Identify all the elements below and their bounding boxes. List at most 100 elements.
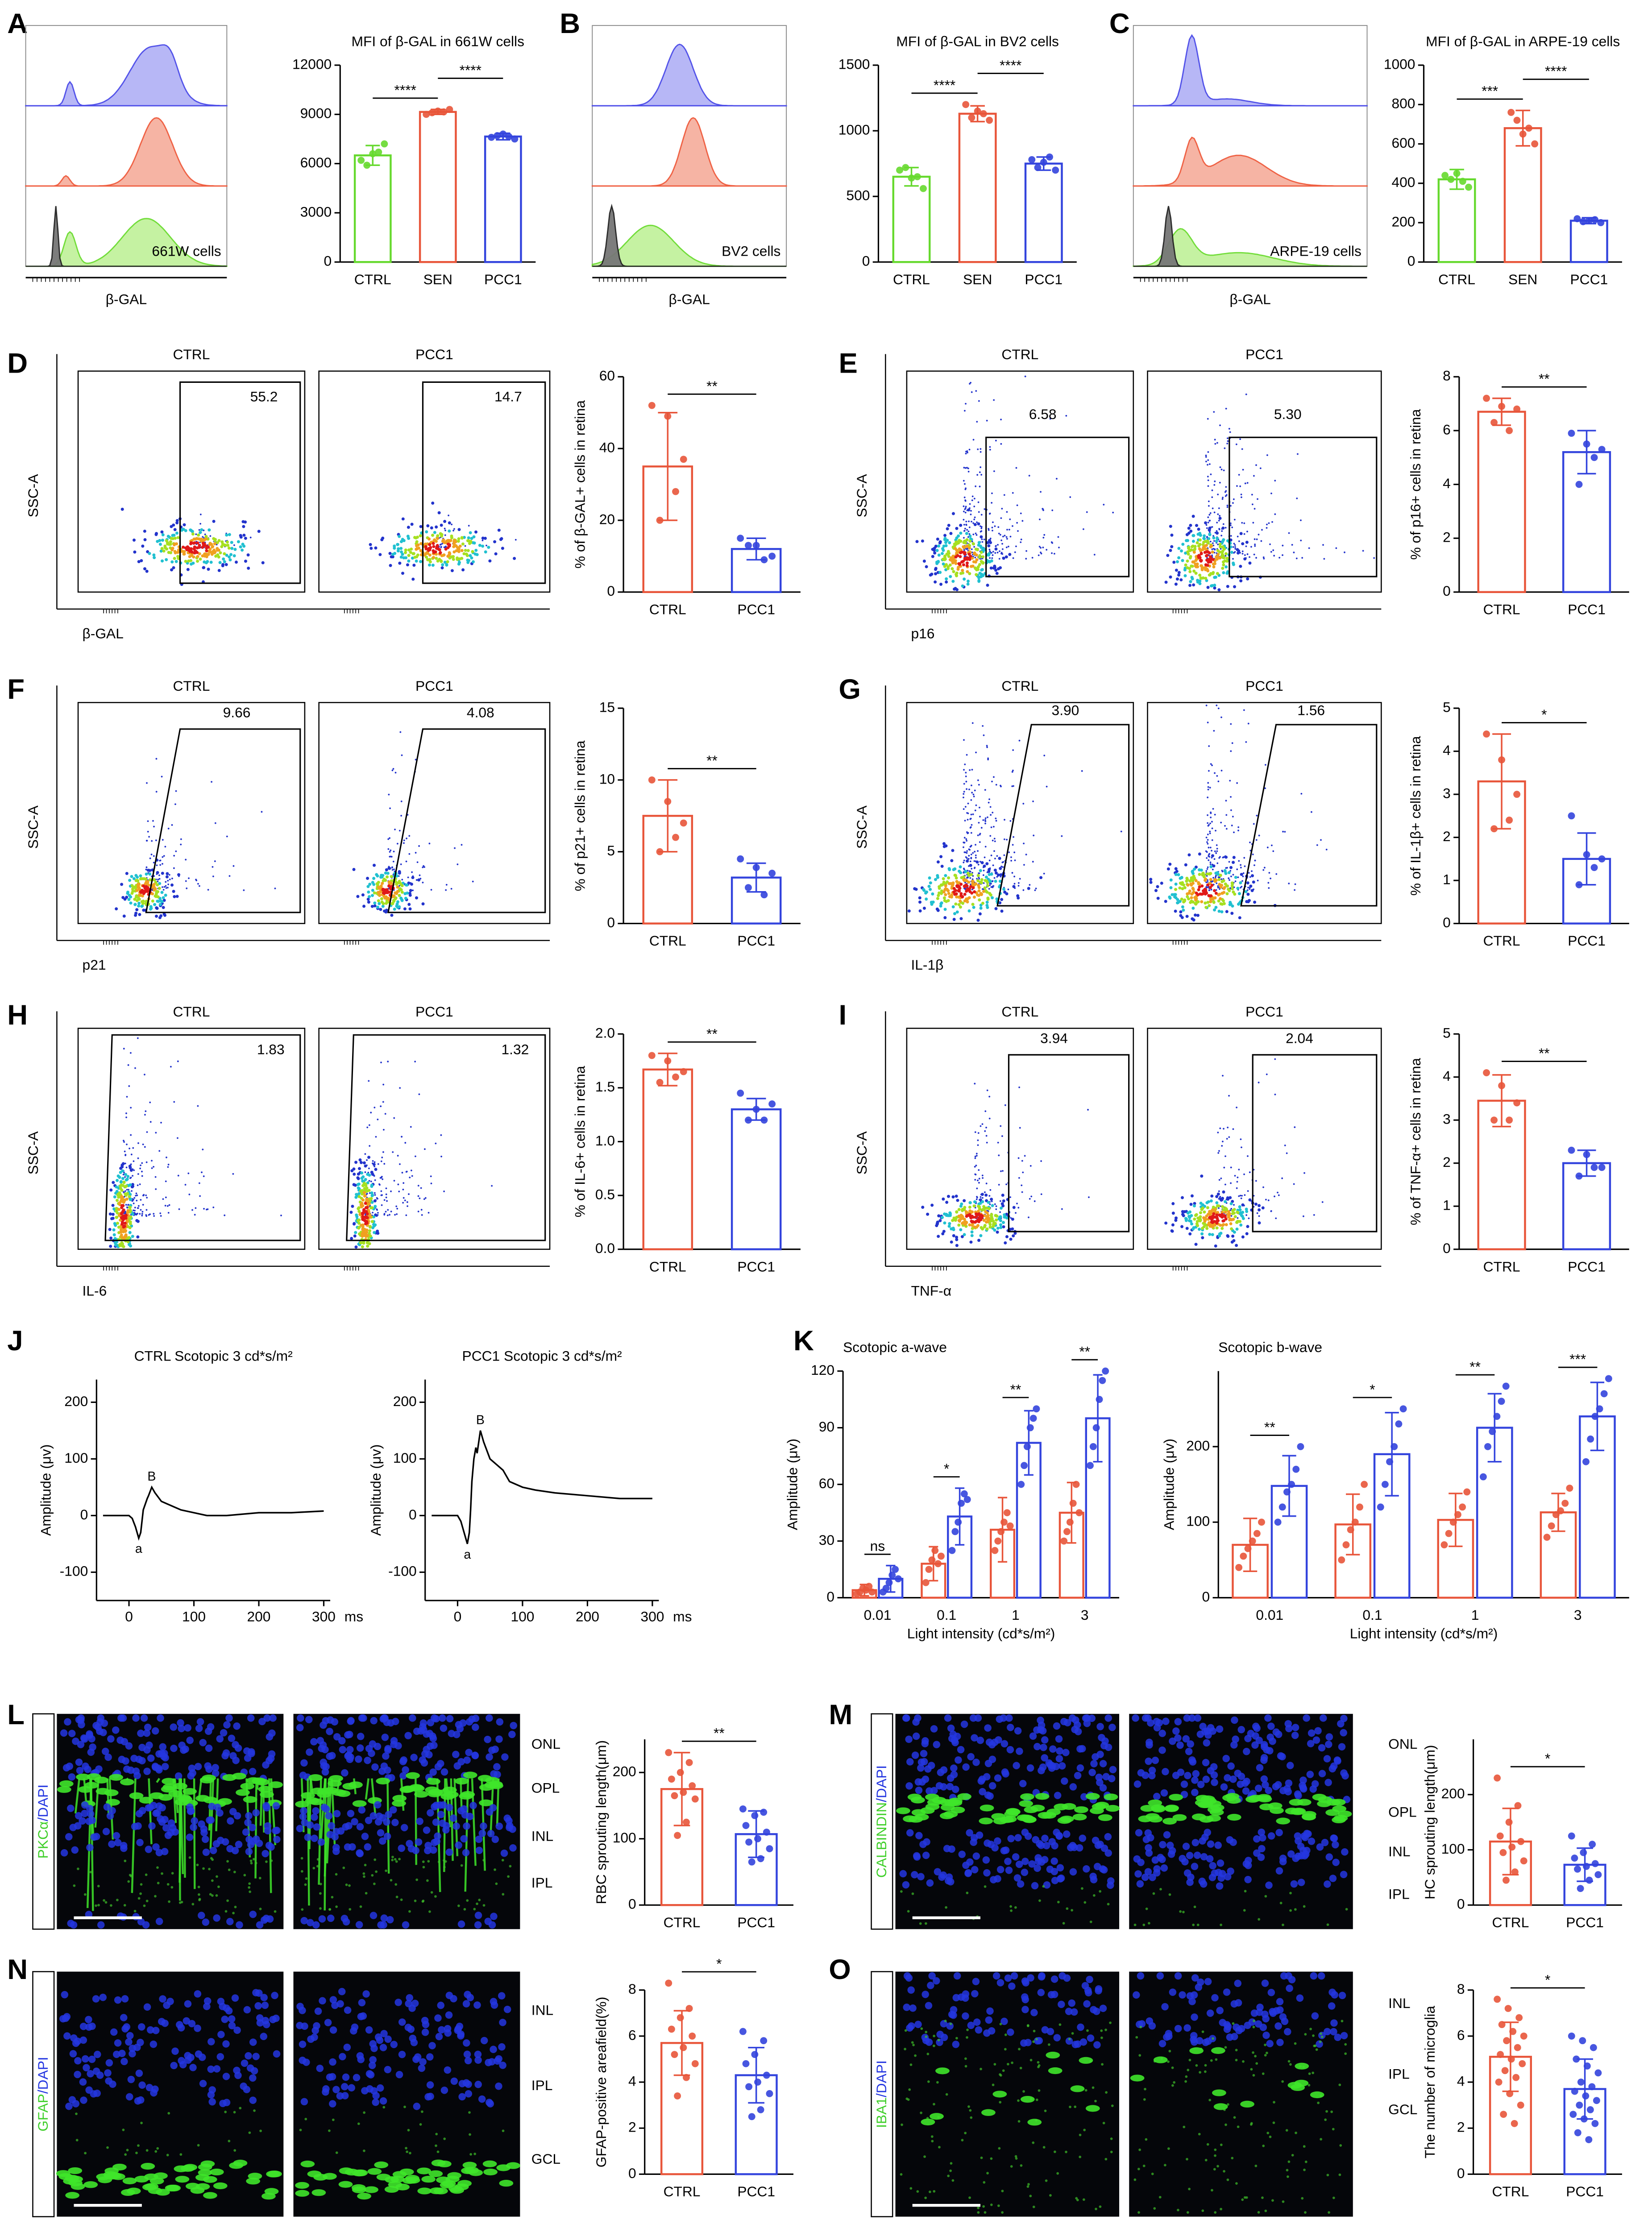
flow-event <box>385 888 389 892</box>
flow-event <box>1236 1181 1238 1183</box>
flow-event <box>964 763 966 765</box>
flow-event <box>155 890 158 894</box>
flow-event <box>1218 507 1220 509</box>
flow-event <box>408 853 411 855</box>
flow-event <box>380 897 383 900</box>
flow-event <box>162 856 164 858</box>
flow-event <box>1224 552 1228 556</box>
flow-event <box>1237 551 1240 555</box>
flow-event <box>959 531 963 535</box>
flow-event <box>977 541 981 544</box>
flow-event <box>971 548 973 550</box>
flow-event <box>1222 1208 1225 1212</box>
flow-event <box>419 874 421 876</box>
flow-event <box>1195 541 1199 544</box>
flow-event <box>1258 1204 1261 1207</box>
flow-event <box>991 896 994 900</box>
flow-event <box>976 879 980 883</box>
flow-event <box>1263 558 1265 560</box>
flow-event <box>1082 528 1084 530</box>
flow-event <box>1238 1205 1241 1208</box>
flow-event <box>161 559 164 563</box>
flow-event <box>1171 1212 1175 1215</box>
flow-event <box>471 550 474 553</box>
flow-event <box>184 1184 187 1186</box>
flow-event <box>940 901 943 905</box>
flow-event <box>1000 1125 1002 1127</box>
flow-event <box>979 1234 983 1237</box>
flow-event <box>1212 900 1216 903</box>
flow-event <box>136 879 140 883</box>
flow-event <box>985 1211 989 1215</box>
flow-event <box>1002 861 1004 863</box>
flow-event <box>914 888 918 891</box>
flow-event <box>1169 525 1172 528</box>
flow-event <box>933 551 937 555</box>
flow-event <box>964 820 966 821</box>
flow-event <box>168 874 170 876</box>
flow-event <box>977 889 981 892</box>
flow-event <box>984 822 986 825</box>
flow-event <box>918 896 921 900</box>
flow-event <box>1212 880 1214 882</box>
flow-event <box>372 1215 376 1219</box>
flow-event <box>1229 870 1232 872</box>
flow-event <box>1034 889 1036 892</box>
flow-event <box>1226 504 1229 506</box>
flow-event <box>161 776 163 778</box>
flow-event <box>1236 548 1239 552</box>
flow-event <box>1243 857 1245 859</box>
flow-event <box>965 402 967 405</box>
flow-event <box>978 898 981 902</box>
flow-event <box>1178 900 1182 903</box>
flow-event <box>177 873 181 876</box>
flow-event <box>1210 888 1212 891</box>
flow-event <box>965 838 967 840</box>
flow-event <box>184 529 187 532</box>
flow-event <box>368 1080 370 1082</box>
flow-event <box>1242 469 1244 471</box>
flow-event <box>1215 830 1216 832</box>
flow-event <box>989 835 992 837</box>
flow-event <box>938 1219 942 1223</box>
flow-event <box>980 551 983 554</box>
flow-event <box>1230 1227 1233 1231</box>
flow-event <box>1236 887 1240 890</box>
flow-event <box>1246 881 1249 885</box>
flow-event <box>1270 551 1272 553</box>
flow-event <box>382 1151 384 1153</box>
flow-event <box>1255 557 1257 559</box>
flow-event <box>952 1234 955 1237</box>
flow-event <box>1212 542 1214 544</box>
flow-event <box>993 776 995 778</box>
flow-event <box>441 543 443 545</box>
flow-event <box>1200 552 1203 556</box>
flow-event <box>1000 865 1003 867</box>
flow-event <box>1232 816 1234 817</box>
flow-event <box>963 523 965 526</box>
flow-event <box>1190 1194 1194 1198</box>
flow-event <box>440 523 443 527</box>
flow-event <box>458 544 462 548</box>
flow-event <box>1207 418 1209 420</box>
flow-event <box>172 533 176 537</box>
flow-event <box>1316 844 1318 846</box>
flow-event <box>1230 750 1232 752</box>
flow-event <box>963 808 965 810</box>
flow-event <box>964 806 967 808</box>
y-axis-label: SSC-A <box>854 1131 870 1174</box>
flow-event <box>1189 1203 1193 1206</box>
flow-event <box>149 857 151 859</box>
flow-event <box>1211 854 1214 858</box>
flow-event <box>963 552 967 556</box>
flow-event <box>1247 887 1249 888</box>
flow-event <box>959 555 962 558</box>
flow-event <box>380 1160 382 1162</box>
flow-event <box>964 541 967 545</box>
flow-event <box>1023 864 1025 866</box>
flow-event <box>175 521 179 525</box>
flow-event <box>464 545 466 547</box>
flow-event <box>398 535 401 538</box>
flow-event <box>963 793 965 795</box>
flow-event <box>440 1134 442 1136</box>
